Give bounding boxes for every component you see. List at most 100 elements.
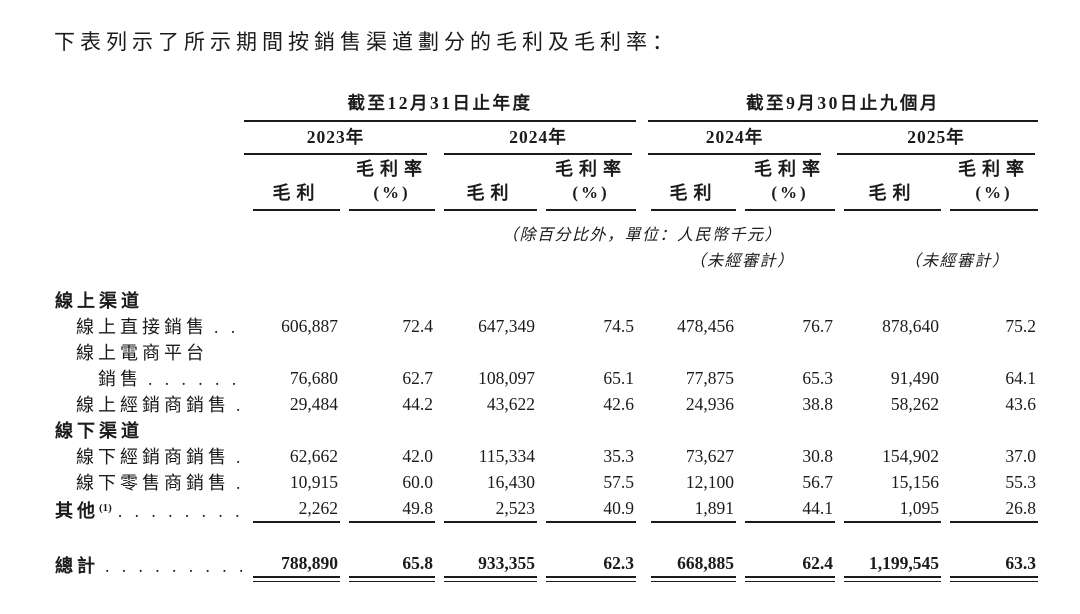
- leader-dots: . .: [214, 317, 236, 337]
- total-value: 62.4: [745, 550, 835, 582]
- row-label: 線上電商平台: [76, 343, 208, 363]
- leader-dots: .: [236, 395, 241, 415]
- cell-value: 72.4: [402, 316, 433, 336]
- cell-value: 2,262: [253, 495, 340, 523]
- cell-value: 478,456: [677, 316, 734, 336]
- cell-value: 57.5: [603, 472, 634, 492]
- cell-value: 91,490: [890, 368, 939, 388]
- column-header-row: 毛利 毛利率 (%) 毛利 毛利率 (%) 毛利 毛利率 (%) 毛利 毛利率 (%): [54, 155, 1038, 211]
- cell-value: 44.1: [745, 495, 835, 523]
- cell-value: 75.2: [1005, 316, 1036, 336]
- table-row-online-ecommerce-platform: 線上電商平台: [54, 339, 1038, 365]
- cell-value: 115,334: [478, 446, 535, 466]
- cell-value: 42.0: [402, 446, 433, 466]
- row-label: 線上渠道: [55, 291, 143, 311]
- row-label: 總計: [55, 556, 99, 576]
- row-label: 線下渠道: [55, 421, 143, 441]
- table-row-offline-distributor-sales: 線下經銷商銷售. 62,662 42.0 115,334 35.3 73,627…: [54, 443, 1038, 469]
- cell-value: 647,349: [478, 316, 535, 336]
- table-row-online-distributor-sales: 線上經銷商銷售. 29,484 44.2 43,622 42.6 24,936 …: [54, 391, 1038, 417]
- cell-value: 12,100: [685, 472, 734, 492]
- cell-value: 62,662: [289, 446, 338, 466]
- unaudited-note-2024: （未經審計）: [689, 253, 795, 270]
- year-header-2023: 2023年: [244, 124, 427, 155]
- cell-value: 76,680: [289, 368, 338, 388]
- cell-value: 154,902: [882, 446, 939, 466]
- cell-value: 60.0: [402, 472, 433, 492]
- total-value: 933,355: [444, 550, 537, 582]
- cell-value: 30.8: [802, 446, 833, 466]
- table-row-offline-channel: 線下渠道: [54, 417, 1038, 443]
- column-header-profit: 毛利: [253, 181, 340, 211]
- cell-value: 55.3: [1005, 472, 1036, 492]
- gross-profit-by-channel-table: 截至12月31日止年度 截至9月30日止九個月 2023年 2024年 2024…: [54, 90, 1038, 582]
- cell-value: 56.7: [802, 472, 833, 492]
- row-label: 線下零售商銷售: [76, 473, 230, 493]
- cell-value: 24,936: [685, 394, 734, 414]
- cell-value: 108,097: [478, 368, 535, 388]
- table-row-online-channel: 線上渠道: [54, 287, 1038, 313]
- column-header-margin: 毛利率 (%): [546, 157, 636, 211]
- table-row-ecommerce-sales: 銷售 . . . . . . 76,680 62.7 108,097 65.1 7…: [54, 365, 1038, 391]
- leader-dots: . . . . . . . . .: [105, 556, 244, 576]
- cell-value: 606,887: [281, 316, 338, 336]
- cell-value: 74.5: [603, 316, 634, 336]
- cell-value: 62.7: [402, 368, 433, 388]
- leader-dots: .: [236, 473, 241, 493]
- cell-value: 1,891: [651, 495, 736, 523]
- column-header-profit: 毛利: [844, 181, 941, 211]
- leader-dots: . . . . . .: [148, 369, 237, 389]
- cell-value: 37.0: [1005, 446, 1036, 466]
- cell-value: 49.8: [349, 495, 435, 523]
- cell-value: 2,523: [444, 495, 537, 523]
- unaudited-note-2025: （未經審計）: [904, 253, 1010, 270]
- row-label: 線下經銷商銷售: [76, 447, 230, 467]
- cell-value: 10,915: [289, 472, 338, 492]
- total-value: 788,890: [253, 550, 340, 582]
- period-group-header-row: 截至12月31日止年度 截至9月30日止九個月: [54, 90, 1038, 122]
- cell-value: 40.9: [546, 495, 636, 523]
- column-header-margin: 毛利率 (%): [950, 157, 1038, 211]
- total-value: 1,199,545: [844, 550, 941, 582]
- unit-note: （除百分比外，單位：人民幣千元）: [501, 227, 783, 244]
- table-row-offline-retailer-sales: 線下零售商銷售. 10,915 60.0 16,430 57.5 12,100 …: [54, 469, 1038, 495]
- total-row: 總計 . . . . . . . . . 788,890 65.8 933,355…: [54, 550, 1038, 582]
- cell-value: 73,627: [685, 446, 734, 466]
- total-value: 63.3: [950, 550, 1038, 582]
- total-value: 65.8: [349, 550, 435, 582]
- row-label: 線上直接銷售: [76, 317, 208, 337]
- cell-value: 26.8: [950, 495, 1038, 523]
- leader-dots: .: [236, 447, 241, 467]
- document-title: 下表列示了所示期間按銷售渠道劃分的毛利及毛利率：: [54, 30, 678, 54]
- column-header-profit: 毛利: [444, 181, 537, 211]
- cell-value: 38.8: [802, 394, 833, 414]
- cell-value: 29,484: [289, 394, 338, 414]
- row-label: 銷售: [98, 369, 142, 389]
- year-header-2024-9m: 2024年: [648, 124, 821, 155]
- leader-dots: . . . . . . . .: [117, 501, 240, 521]
- total-value: 62.3: [546, 550, 636, 582]
- cell-value: 44.2: [402, 394, 433, 414]
- cell-value: 43.6: [1005, 394, 1036, 414]
- row-label: 其他: [55, 501, 99, 521]
- column-header-profit: 毛利: [651, 181, 736, 211]
- cell-value: 64.1: [1005, 368, 1036, 388]
- notes-row: （除百分比外，單位：人民幣千元） （未經審計） （未經審計）: [54, 211, 1038, 287]
- cell-value: 65.1: [603, 368, 634, 388]
- cell-value: 1,095: [844, 495, 941, 523]
- footnote-marker: (1): [99, 502, 112, 514]
- cell-value: 35.3: [603, 446, 634, 466]
- total-value: 668,885: [651, 550, 736, 582]
- year-header-row: 2023年 2024年 2024年 2025年: [54, 122, 1038, 155]
- column-header-margin: 毛利率 (%): [349, 157, 435, 211]
- table-row-online-direct-sales: 線上直接銷售 . . 606,887 72.4 647,349 74.5 478,…: [54, 313, 1038, 339]
- cell-value: 878,640: [882, 316, 939, 336]
- cell-value: 76.7: [802, 316, 833, 336]
- period-group-header-9m: 截至9月30日止九個月: [648, 90, 1038, 122]
- cell-value: 77,875: [685, 368, 734, 388]
- cell-value: 58,262: [890, 394, 939, 414]
- column-header-margin: 毛利率 (%): [745, 157, 835, 211]
- cell-value: 65.3: [802, 368, 833, 388]
- cell-value: 43,622: [486, 394, 535, 414]
